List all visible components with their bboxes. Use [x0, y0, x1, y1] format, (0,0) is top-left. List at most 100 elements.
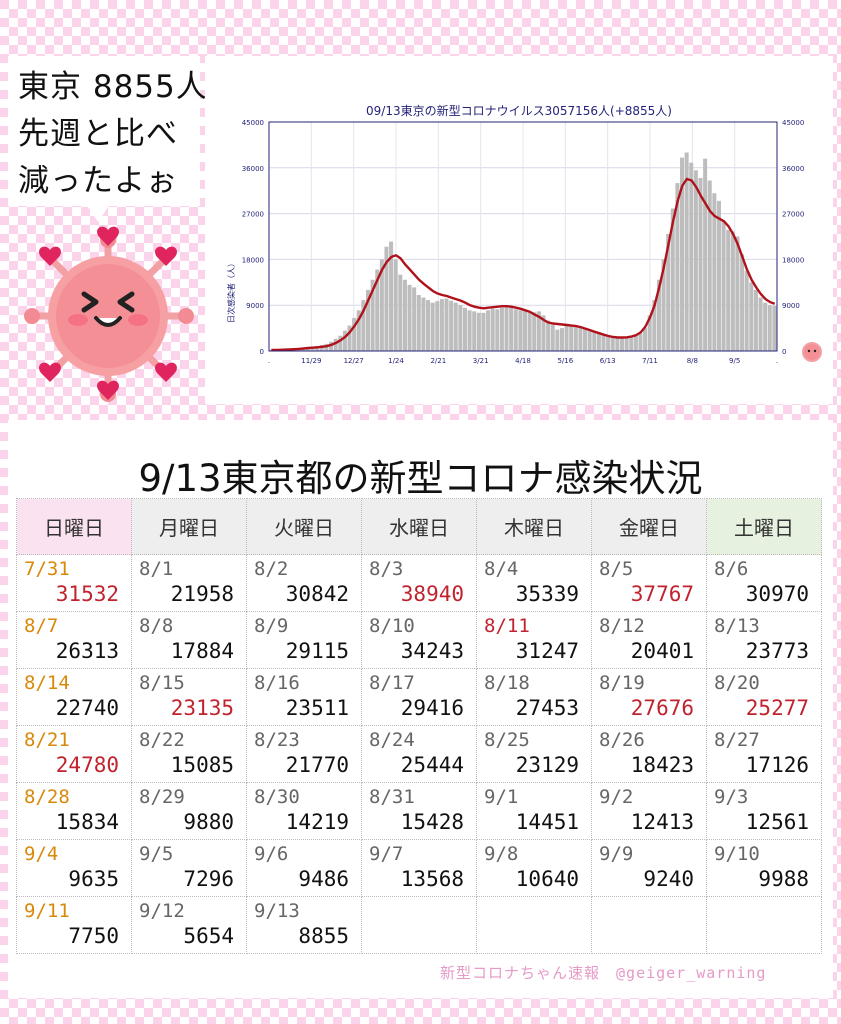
x-tick-label: 7/11 — [642, 357, 658, 365]
table-row: 8/28 15834 8/29 9880 8/30 14219 8/31 15428 9/1 14… — [16, 782, 822, 840]
chart-bar — [716, 200, 721, 351]
table-cell: 9/11 7750 — [16, 896, 132, 954]
chart-bar — [486, 310, 491, 351]
day-case-count: 27453 — [515, 696, 579, 720]
x-tick-label: 1/24 — [388, 357, 404, 365]
day-cell: 8/14 22740 — [17, 669, 131, 725]
day-cell: 8/16 23511 — [247, 669, 361, 725]
table-cell: 8/19 27676 — [591, 668, 707, 726]
day-cell: 8/6 30970 — [707, 555, 821, 611]
table-cell: 9/4 9635 — [16, 839, 132, 897]
day-case-count: 18423 — [630, 753, 694, 777]
day-case-count: 37767 — [630, 582, 694, 606]
chart-bar — [749, 282, 754, 351]
chart-bar — [375, 269, 380, 351]
chart-bar — [523, 311, 528, 351]
day-date: 8/9 — [254, 615, 289, 637]
y-tick-label-left: 9000 — [246, 302, 264, 310]
chart-bar — [462, 307, 467, 351]
day-case-count: 21958 — [170, 582, 234, 606]
day-cell: 8/18 27453 — [477, 669, 591, 725]
day-cell: 8/27 17126 — [707, 726, 821, 782]
chart-bar — [615, 338, 620, 351]
table-cell: 8/5 37767 — [591, 554, 707, 612]
chart-bar — [564, 325, 569, 351]
chart-bar — [458, 305, 463, 351]
table-cell: 8/7 26313 — [16, 611, 132, 669]
day-cell: 8/28 15834 — [17, 783, 131, 839]
day-cell: 8/7 26313 — [17, 612, 131, 668]
header-friday: 金曜日 — [591, 498, 707, 555]
chart-bar — [555, 329, 560, 351]
day-cell: 8/12 20401 — [592, 612, 706, 668]
day-case-count: 9486 — [298, 867, 349, 891]
day-case-count: 29115 — [285, 639, 349, 663]
day-date: 9/5 — [139, 843, 174, 865]
chart-bar — [606, 335, 611, 351]
day-date: 8/28 — [24, 786, 70, 808]
table-cell: 9/1 14451 — [476, 782, 592, 840]
day-case-count: 22740 — [55, 696, 119, 720]
chart-bar — [269, 349, 274, 351]
table-row: 8/14 22740 8/15 23135 8/16 23511 8/17 29416 8/18… — [16, 668, 822, 726]
chart-title: 09/13東京の新型コロナウイルス3057156人(+8855人) — [366, 103, 672, 118]
day-cell: 8/4 35339 — [477, 555, 591, 611]
day-case-count: 14451 — [515, 810, 579, 834]
chart-bar — [453, 302, 458, 351]
chart-bar — [338, 335, 343, 351]
header-saturday: 土曜日 — [706, 498, 822, 555]
day-date: 9/3 — [714, 786, 749, 808]
table-cell: 9/13 8855 — [246, 896, 362, 954]
chart-bar — [703, 158, 708, 351]
day-cell: 8/1 21958 — [132, 555, 246, 611]
day-case-count: 25277 — [745, 696, 809, 720]
day-date: 9/8 — [484, 843, 519, 865]
day-cell: 8/5 37767 — [592, 555, 706, 611]
chart-bar — [610, 336, 615, 351]
day-cell: 9/12 5654 — [132, 897, 246, 953]
day-case-count: 15834 — [55, 810, 119, 834]
chart-bar — [398, 274, 403, 351]
chart-bar — [426, 300, 431, 351]
table-cell: 8/11 31247 — [476, 611, 592, 669]
chart-bar — [578, 327, 583, 351]
chart-bar — [592, 331, 597, 351]
table-cell: 9/8 10640 — [476, 839, 592, 897]
day-date: 8/19 — [599, 672, 645, 694]
chart-bar — [476, 312, 481, 351]
table-cell: 8/3 38940 — [361, 554, 477, 612]
day-cell: 8/13 23773 — [707, 612, 821, 668]
chart-bar — [513, 309, 518, 351]
chart-plot-frame — [268, 121, 778, 352]
chart-bar — [721, 221, 726, 351]
header-wednesday: 水曜日 — [361, 498, 477, 555]
day-cell: 8/30 14219 — [247, 783, 361, 839]
day-date: 9/9 — [599, 843, 634, 865]
day-date: 9/4 — [24, 843, 59, 865]
chart-bar — [467, 310, 472, 351]
chart-bar — [684, 152, 689, 351]
day-date: 8/29 — [139, 786, 185, 808]
table-cell: 9/9 9240 — [591, 839, 707, 897]
chart-bar — [365, 289, 370, 351]
day-case-count: 12413 — [630, 810, 694, 834]
day-cell: 7/31 31532 — [17, 555, 131, 611]
day-date: 9/11 — [24, 900, 70, 922]
x-tick-label: 9/5 — [729, 357, 740, 365]
day-case-count: 25444 — [400, 753, 464, 777]
x-tick-label: 5/16 — [557, 357, 573, 365]
chart-panel: 09/13東京の新型コロナウイルス3057156人(+8855人) 日次感染者（… — [205, 56, 833, 404]
case-chart: 09/13東京の新型コロナウイルス3057156人(+8855人) 日次感染者（… — [226, 103, 822, 365]
chart-bar — [772, 305, 777, 351]
x-tick-label: . — [268, 357, 270, 365]
chart-bar — [342, 330, 347, 351]
table-cell: 8/15 23135 — [131, 668, 247, 726]
table-cell: 9/6 9486 — [246, 839, 362, 897]
day-date: 8/17 — [369, 672, 415, 694]
virus-mascot-icon — [24, 226, 194, 402]
day-cell: 9/3 12561 — [707, 783, 821, 839]
day-cell: 8/15 23135 — [132, 669, 246, 725]
chart-bar — [726, 229, 731, 351]
x-tick-label: 6/13 — [600, 357, 616, 365]
day-cell: 8/29 9880 — [132, 783, 246, 839]
